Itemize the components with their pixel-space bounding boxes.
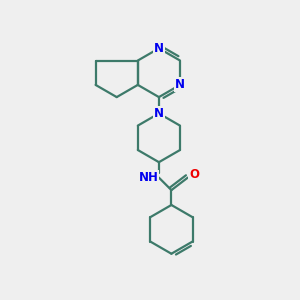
- Text: N: N: [175, 78, 185, 92]
- Text: NH: NH: [139, 171, 158, 184]
- Text: N: N: [154, 107, 164, 120]
- Text: O: O: [189, 168, 199, 181]
- Text: N: N: [154, 42, 164, 55]
